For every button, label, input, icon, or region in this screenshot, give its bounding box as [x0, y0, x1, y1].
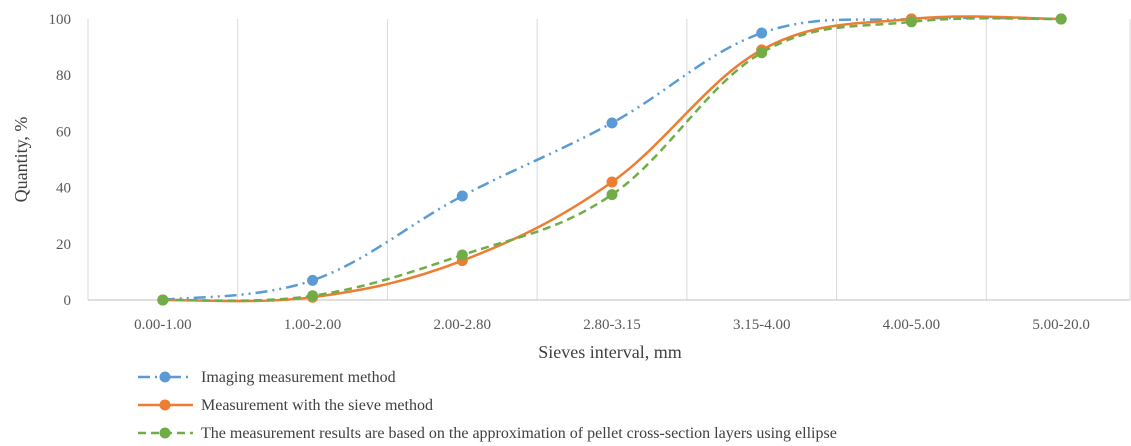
grid-lines — [87, 19, 1131, 300]
series-0-point-1 — [307, 274, 319, 286]
series-2-point-2 — [456, 249, 468, 261]
x-axis-ticks: 0.00-1.00 1.00-2.00 2.00-2.80 2.80-3.15 3.15… — [134, 317, 1090, 333]
legend-label-0: Imaging measurement method — [201, 369, 396, 386]
series-1-point-3 — [606, 176, 618, 188]
x-tick-label: 2.00-2.80 — [434, 317, 492, 333]
legend-swatch-marker-1 — [159, 399, 171, 411]
legend-label-2: The measurement results are based on the… — [201, 425, 837, 442]
x-tick-label: 2.80-3.15 — [583, 317, 641, 333]
x-tick-label: 5.00-20.0 — [1032, 317, 1090, 333]
x-tick-label: 4.00-5.00 — [883, 317, 941, 333]
x-tick-label: 3.15-4.00 — [733, 317, 791, 333]
y-tick-label: 20 — [56, 237, 71, 253]
y-tick-label: 80 — [56, 68, 71, 84]
x-tick-label: 1.00-2.00 — [284, 317, 342, 333]
series-line-0 — [162, 16, 1062, 302]
series-2-point-4 — [756, 47, 768, 59]
series-line-2 — [162, 17, 1062, 302]
x-axis-title: Sieves interval, mm — [538, 342, 681, 362]
series-2-point-5 — [905, 16, 917, 28]
legend-label-1: Measurement with the sieve method — [201, 397, 433, 414]
y-tick-label: 100 — [49, 12, 72, 28]
series-2-point-0 — [157, 294, 169, 306]
series-group — [157, 13, 1067, 306]
series-0-point-4 — [756, 27, 768, 39]
series-2-point-6 — [1055, 13, 1067, 25]
legend-swatch-marker-0 — [159, 371, 171, 383]
series-line-1 — [162, 15, 1062, 303]
legend-swatch-marker-2 — [159, 427, 171, 439]
series-2-point-1 — [307, 290, 319, 302]
series-0-point-2 — [456, 190, 468, 202]
y-tick-label: 60 — [56, 124, 71, 140]
legend: Imaging measurement method Measurement wi… — [138, 369, 837, 442]
y-axis-ticks: 0 20 40 60 80 100 — [49, 12, 72, 309]
y-tick-label: 40 — [56, 181, 71, 197]
series-2-point-3 — [606, 189, 618, 201]
y-axis-title: Quantity, % — [11, 117, 31, 203]
series-0-point-3 — [606, 117, 618, 129]
y-tick-label: 0 — [64, 293, 72, 309]
x-tick-label: 0.00-1.00 — [134, 317, 192, 333]
